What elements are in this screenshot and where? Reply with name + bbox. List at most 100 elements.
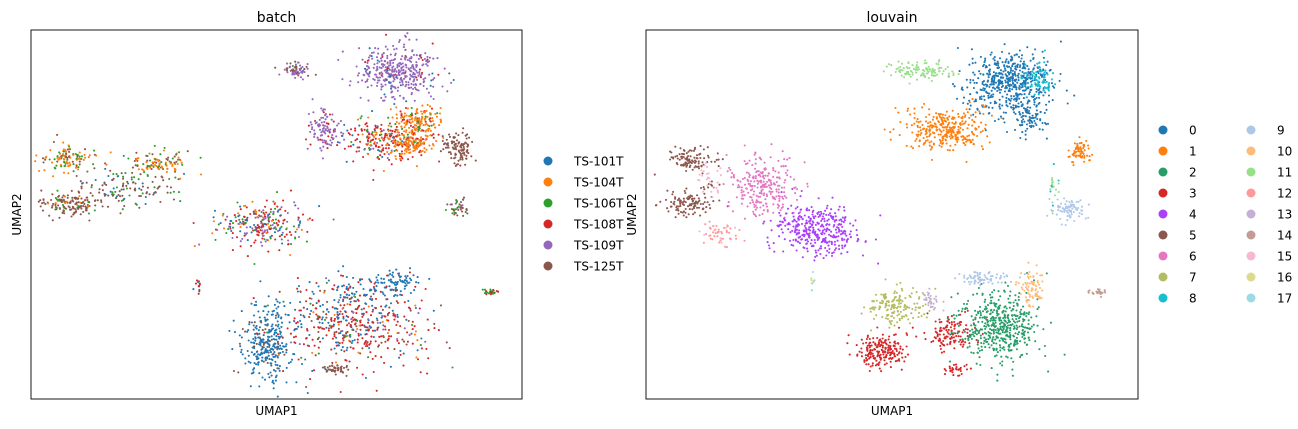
scatter-point — [321, 157, 324, 160]
scatter-point — [418, 307, 421, 310]
scatter-point — [181, 163, 184, 166]
scatter-point — [999, 79, 1002, 82]
scatter-point — [984, 59, 987, 62]
scatter-point — [356, 366, 359, 369]
scatter-point — [344, 358, 347, 362]
scatter-point — [951, 83, 955, 86]
scatter-point — [680, 163, 683, 166]
scatter-point — [354, 323, 357, 326]
scatter-point — [747, 172, 750, 175]
scatter-point — [393, 102, 396, 106]
scatter-point — [424, 123, 427, 126]
scatter-point — [685, 187, 688, 190]
scatter-point — [78, 155, 81, 158]
scatter-point — [239, 221, 242, 224]
scatter-point — [325, 313, 328, 316]
scatter-point — [258, 372, 261, 375]
scatter-point — [258, 385, 261, 388]
scatter-point — [754, 158, 757, 161]
scatter-point — [400, 76, 403, 79]
scatter-point — [946, 148, 949, 152]
scatter-point — [274, 379, 277, 382]
scatter-point — [354, 295, 357, 299]
scatter-point — [489, 293, 492, 296]
scatter-point — [367, 65, 370, 68]
scatter-point — [982, 65, 985, 68]
scatter-point — [444, 208, 447, 212]
scatter-point — [80, 207, 83, 210]
scatter-point — [413, 124, 416, 127]
scatter-point — [1024, 89, 1027, 92]
scatter-point — [85, 206, 88, 209]
scatter-point — [363, 147, 366, 150]
scatter-point — [165, 170, 168, 173]
scatter-point — [62, 150, 65, 153]
scatter-point — [465, 154, 468, 157]
scatter-point — [414, 330, 417, 333]
scatter-point — [374, 144, 378, 147]
scatter-point — [148, 193, 151, 196]
scatter-point — [401, 338, 404, 341]
scatter-point — [81, 181, 84, 185]
scatter-point — [834, 215, 837, 218]
scatter-point — [422, 124, 425, 127]
scatter-point — [39, 199, 42, 202]
scatter-point — [922, 68, 925, 72]
scatter-point — [1016, 74, 1019, 77]
scatter-point — [66, 158, 69, 161]
scatter-point — [380, 136, 383, 139]
scatter-point — [737, 184, 740, 187]
scatter-point — [379, 139, 382, 142]
scatter-point — [133, 159, 136, 163]
scatter-point — [982, 95, 986, 98]
scatter-point — [380, 335, 383, 338]
scatter-point — [441, 85, 444, 88]
scatter-point — [1018, 84, 1021, 88]
scatter-point — [763, 177, 766, 180]
scatter-point — [371, 320, 374, 323]
scatter-point — [309, 312, 312, 316]
scatter-point — [248, 323, 251, 326]
scatter-point — [292, 319, 296, 322]
scatter-point — [327, 122, 330, 125]
scatter-point — [689, 155, 692, 158]
scatter-point — [306, 308, 309, 311]
scatter-point — [402, 46, 405, 49]
scatter-point — [1051, 204, 1054, 207]
scatter-point — [944, 114, 947, 117]
scatter-point — [974, 128, 977, 131]
scatter-point — [810, 206, 813, 209]
scatter-point — [333, 331, 336, 334]
scatter-point — [280, 233, 284, 236]
scatter-point — [333, 130, 337, 133]
scatter-point — [495, 290, 498, 293]
scatter-point — [276, 224, 279, 227]
scatter-point — [944, 120, 947, 123]
scatter-point — [389, 108, 392, 111]
scatter-point — [280, 325, 283, 328]
scatter-point — [331, 113, 334, 116]
scatter-point — [324, 129, 327, 132]
scatter-point — [53, 158, 56, 161]
scatter-point — [252, 210, 255, 213]
scatter-point — [988, 64, 991, 67]
scatter-point — [353, 300, 356, 303]
scatter-point — [308, 297, 311, 300]
scatter-point — [778, 197, 781, 200]
scatter-point — [392, 44, 395, 47]
scatter-point — [271, 223, 274, 227]
scatter-point — [395, 113, 398, 116]
scatter-point — [388, 306, 391, 309]
scatter-point — [377, 273, 380, 277]
scatter-point — [718, 183, 721, 186]
scatter-point — [69, 208, 72, 211]
scatter-point — [763, 161, 766, 164]
scatter-point — [929, 128, 932, 132]
scatter-point — [935, 126, 938, 129]
scatter-point — [414, 88, 418, 91]
scatter-point — [982, 79, 986, 83]
scatter-point — [359, 283, 362, 286]
scatter-point — [678, 158, 681, 161]
scatter-point — [402, 97, 405, 100]
scatter-point — [252, 368, 255, 371]
